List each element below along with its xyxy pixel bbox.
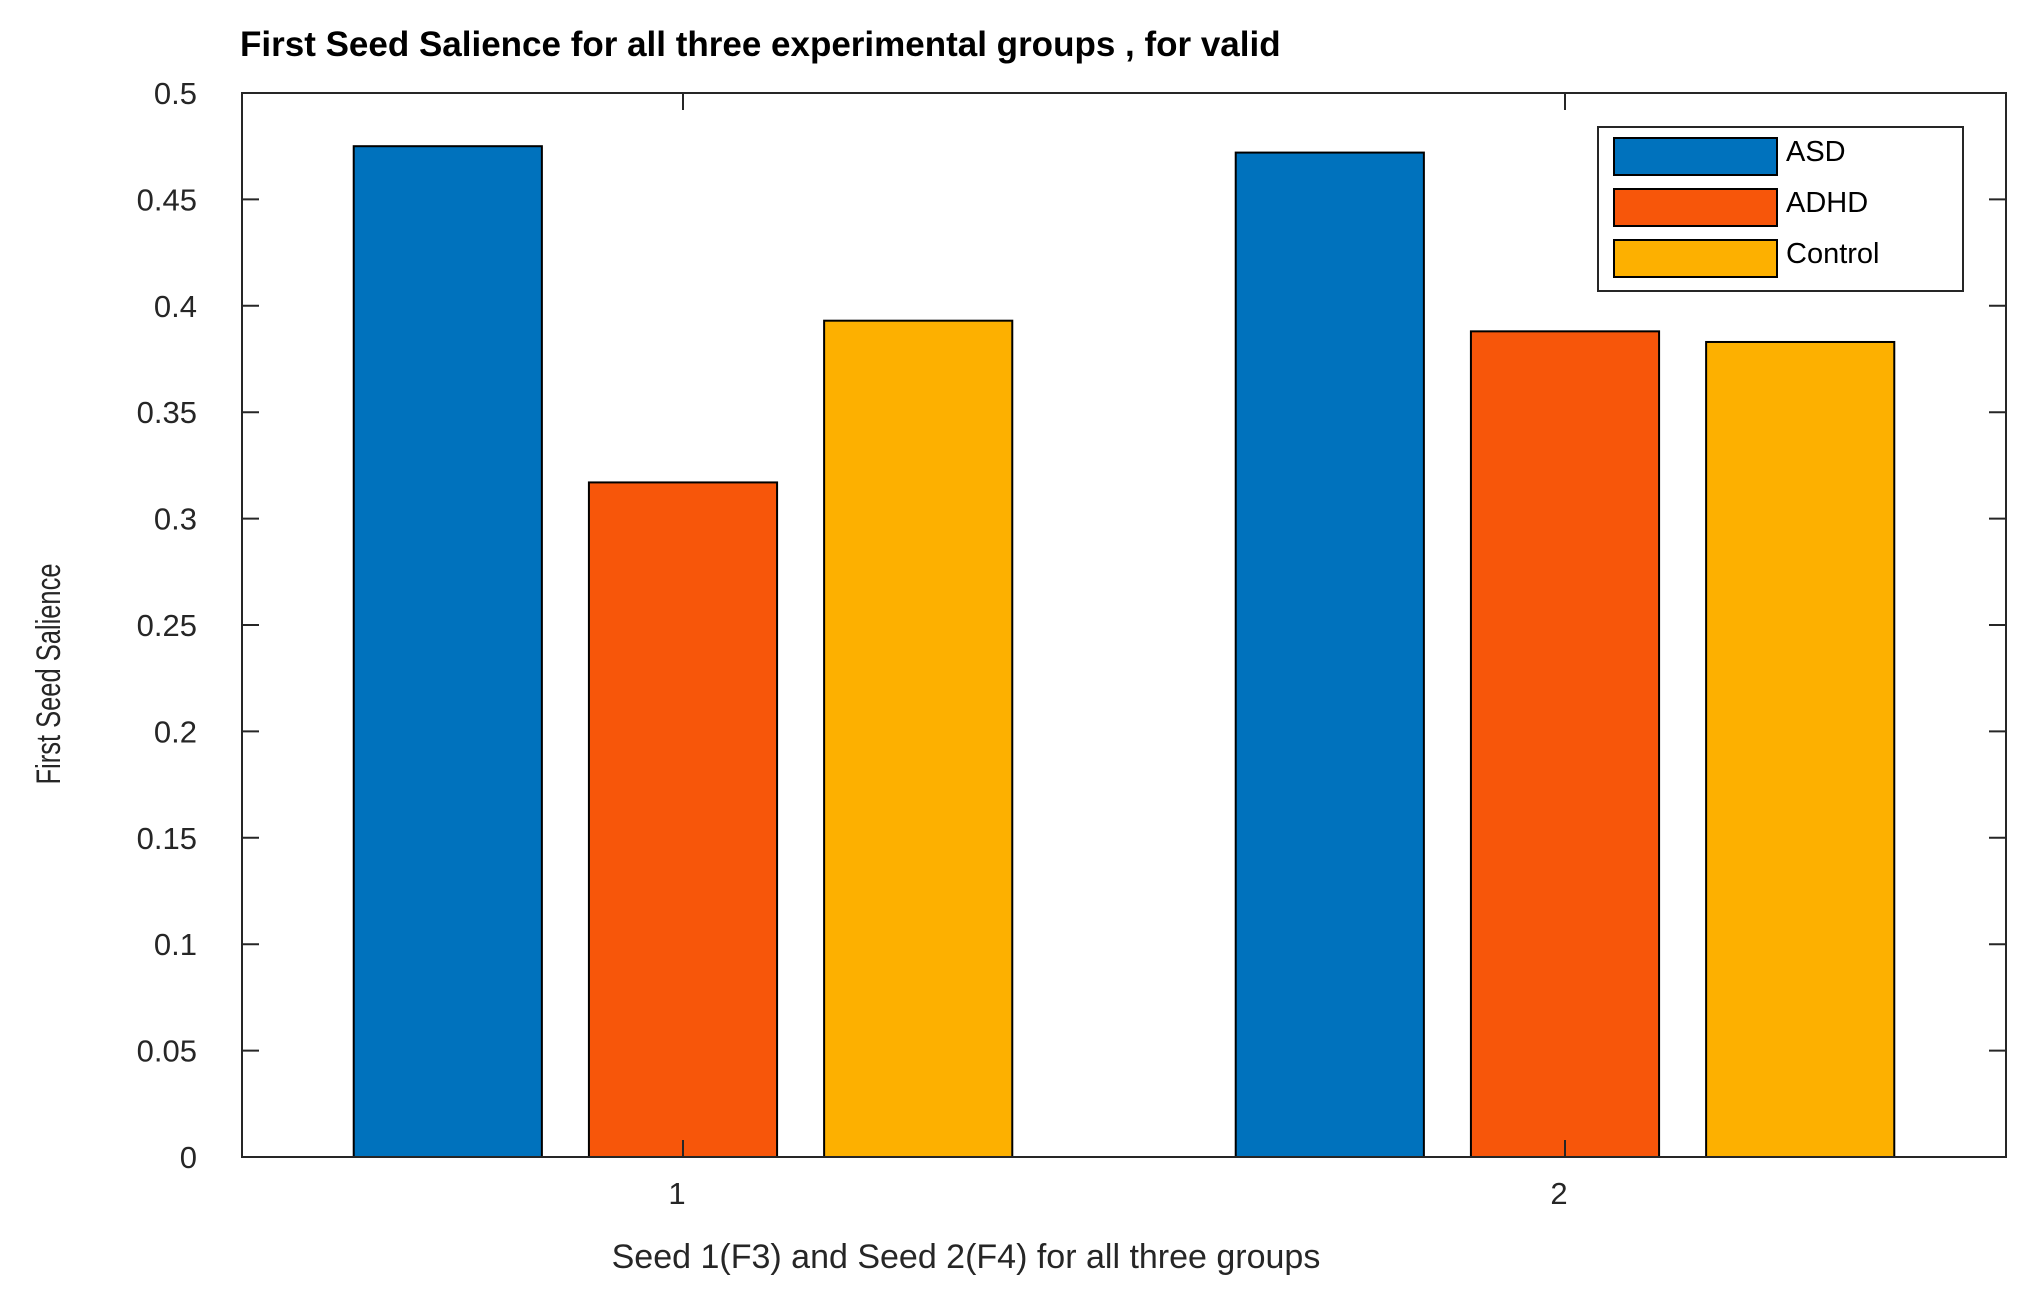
y-tick-label: 0.5	[154, 76, 197, 111]
bar-adhd-1	[587, 481, 779, 1158]
bar-adhd-2	[1469, 330, 1661, 1158]
bar-control-1	[823, 319, 1014, 1159]
y-tick-label: 0.05	[137, 1034, 197, 1069]
legend-label-adhd: ADHD	[1786, 187, 1868, 219]
bar-asd-1	[352, 145, 543, 1158]
legend-swatch-asd	[1613, 137, 1778, 176]
y-tick-label: 0.25	[137, 608, 197, 643]
bar-control-2	[1705, 340, 1896, 1158]
legend-swatch-control	[1613, 239, 1778, 278]
legend-swatch-adhd	[1613, 188, 1778, 227]
y-tick-label: 0	[180, 1140, 197, 1175]
legend-label-control: Control	[1786, 238, 1880, 270]
x-tick-label: 2	[1550, 1176, 1567, 1211]
legend-label-asd: ASD	[1786, 136, 1846, 168]
y-tick-label: 0.4	[154, 289, 197, 324]
y-tick-label: 0.35	[137, 395, 197, 430]
y-tick-label: 0.1	[154, 927, 197, 962]
x-tick-label: 1	[668, 1176, 685, 1211]
y-tick-label: 0.3	[154, 502, 197, 537]
x-axis-title: Seed 1(F3) and Seed 2(F4) for all three …	[612, 1238, 1321, 1276]
y-tick-label: 0.2	[154, 714, 197, 749]
y-tick-label: 0.45	[137, 182, 197, 217]
y-tick-label: 0.15	[137, 821, 197, 856]
bar-asd-2	[1234, 151, 1425, 1159]
plot-area: 0 0.05 0.1 0.15 0.2 0.25 0.3 0.35 0.4 0.45 0.5 1 2 AS…	[137, 76, 2007, 1211]
y-axis-title: First Seed Salience	[31, 563, 68, 784]
chart-title: First Seed Salience for all three experi…	[240, 25, 1281, 64]
